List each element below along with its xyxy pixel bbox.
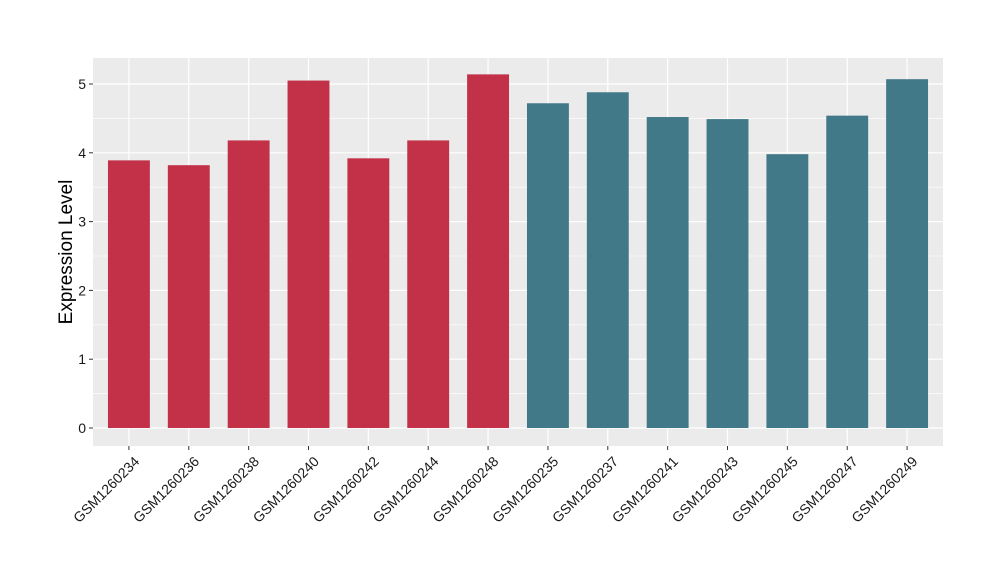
x-axis: GSM1260234GSM1260236GSM1260238GSM1260240…	[70, 446, 921, 526]
y-tick-label: 3	[78, 214, 86, 230]
bar-GSM1260234	[107, 160, 150, 429]
y-tick-label: 4	[78, 145, 86, 161]
bar-GSM1260237	[586, 92, 629, 429]
y-tick-label: 1	[78, 351, 86, 367]
bar-GSM1260243	[706, 119, 749, 428]
y-axis-title: Expression Level	[56, 180, 77, 325]
bar-GSM1260236	[167, 165, 210, 428]
bar-GSM1260244	[407, 140, 450, 428]
bars	[107, 74, 929, 429]
bar-GSM1260241	[646, 117, 689, 429]
y-tick-label: 2	[78, 282, 86, 298]
y-tick-label: 0	[78, 420, 86, 436]
bar-GSM1260247	[826, 115, 869, 428]
bar-GSM1260235	[526, 103, 569, 428]
bar-GSM1260249	[886, 79, 929, 429]
bar-GSM1260245	[766, 154, 809, 428]
bar-GSM1260238	[227, 140, 270, 428]
plot-panel	[93, 58, 943, 446]
y-axis: 0 1 2 3 4 5	[78, 76, 93, 436]
y-tick-label: 5	[78, 76, 86, 92]
bar-GSM1260242	[347, 158, 390, 428]
bar-GSM1260240	[287, 80, 330, 428]
bar-GSM1260248	[467, 74, 510, 429]
